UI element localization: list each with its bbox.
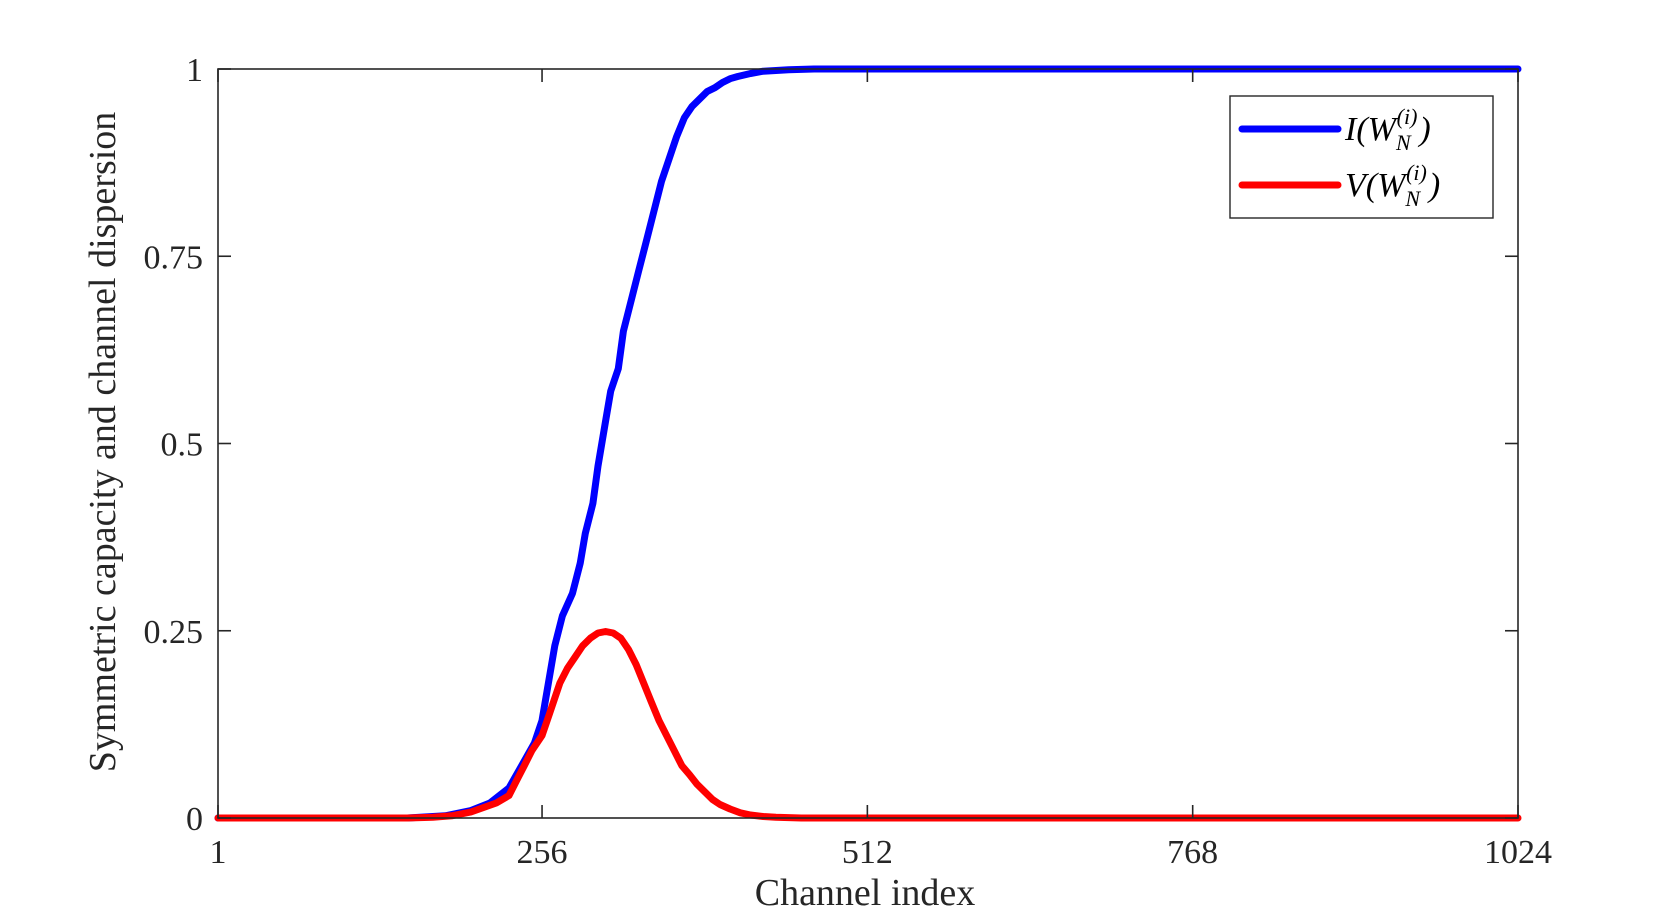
x-tick-label: 1024 [1484,834,1552,871]
legend-close: ) [1417,111,1430,148]
legend-main: I(W [1344,111,1399,148]
legend: I(WN(i))V(WN(i)) [1229,95,1494,219]
x-tick-label: 512 [842,834,893,871]
x-axis-label: Channel index [755,872,976,914]
y-tick-label: 1 [186,52,203,89]
series-line-2 [214,628,1522,822]
legend-label-1: I(WN(i)) [1344,104,1431,155]
series-layer [214,65,1522,822]
series-line-1 [214,65,1522,822]
legend-sub: N [1395,130,1412,155]
y-tick-label: 0 [186,801,203,838]
legend-box [1229,95,1494,219]
legend-sup: (i) [1406,160,1427,185]
y-tick-label: 0.75 [144,239,204,276]
axes-layer: 1 256 512 768 1024 0 0.25 0.5 0.75 1 [144,52,1553,871]
legend-main: V(W [1345,167,1408,204]
y-tick-label: 0.5 [161,427,204,464]
x-tick-label: 256 [517,834,568,871]
y-axis-label: Symmetric capacity and channel dispersio… [82,112,124,773]
x-tick-label: 1 [210,834,227,871]
y-tick-label: 0.25 [144,614,204,651]
x-tick-label: 768 [1167,834,1218,871]
legend-close: ) [1427,167,1440,204]
legend-sub: N [1404,186,1421,211]
legend-sup: (i) [1397,104,1418,129]
legend-label-2: V(WN(i)) [1345,160,1440,211]
